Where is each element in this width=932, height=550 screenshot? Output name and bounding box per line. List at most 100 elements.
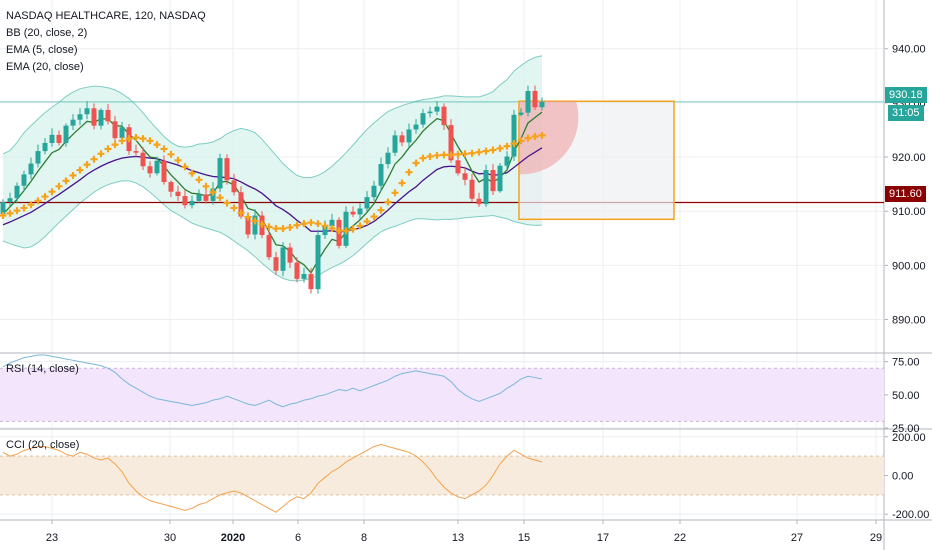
price-tick-label: 900.00: [892, 260, 926, 272]
cross-marker: [538, 131, 546, 139]
candle-body: [203, 194, 209, 201]
cross-marker: [153, 141, 161, 149]
candle-body: [175, 191, 181, 197]
cross-marker: [293, 221, 301, 229]
cci-line: [2, 444, 543, 513]
candle-body: [28, 163, 34, 175]
cross-marker: [104, 145, 112, 153]
cross-marker: [160, 145, 168, 153]
ema-cross-markers: [0, 131, 546, 235]
cross-marker: [132, 134, 140, 142]
cross-marker: [195, 176, 203, 184]
price-tick-label: 920.00: [892, 152, 926, 164]
candle-body: [434, 106, 440, 112]
candle-body: [252, 215, 258, 235]
candle-body: [518, 112, 524, 115]
cross-marker: [356, 222, 364, 230]
candle-body: [294, 262, 300, 279]
time-tick-label: 8: [361, 532, 367, 544]
cross-marker: [286, 223, 294, 231]
candle-body: [140, 152, 146, 167]
cross-marker: [349, 225, 357, 233]
candle-body: [266, 235, 272, 258]
rsi-line: [2, 354, 543, 408]
candle-body: [483, 170, 489, 205]
time-tick-label: 29: [870, 532, 882, 544]
cross-marker: [237, 209, 245, 217]
cross-marker: [272, 225, 280, 233]
candle-body: [49, 134, 55, 143]
cross-marker: [188, 169, 196, 177]
legend-title: NASDAQ HEALTHCARE, 120, NASDAQ: [6, 10, 206, 22]
cross-marker: [384, 198, 392, 206]
cross-marker: [230, 204, 238, 212]
price-tick-label: 890.00: [892, 315, 926, 327]
candle-body: [427, 111, 433, 114]
candle-body: [119, 127, 125, 139]
cross-marker: [433, 151, 441, 159]
candle-body: [441, 106, 447, 126]
level-price-tag: 911.60: [885, 186, 926, 202]
cross-marker: [6, 209, 14, 217]
candle-body: [7, 198, 13, 202]
chart-legend: NASDAQ HEALTHCARE, 120, NASDAQ BB (20, c…: [6, 8, 206, 76]
candle-body: [14, 185, 20, 199]
candle-body: [105, 109, 111, 122]
time-tick-label: 17: [597, 532, 609, 544]
cross-marker: [496, 144, 504, 152]
cross-marker: [69, 171, 77, 179]
candle-body: [0, 201, 6, 214]
cross-marker: [489, 146, 497, 154]
cross-marker: [531, 132, 539, 140]
bb-upper-line: [2, 55, 543, 179]
candle-body: [455, 160, 461, 174]
candle-body: [385, 152, 391, 165]
cross-marker: [265, 223, 273, 231]
time-tick-label: 22: [674, 532, 686, 544]
legend-ema5: EMA (5, close): [6, 44, 78, 56]
candle-body: [224, 158, 230, 181]
bb-fill: [3, 55, 542, 282]
cross-marker: [34, 197, 42, 205]
cross-marker: [440, 151, 448, 159]
cross-marker: [97, 150, 105, 158]
cross-marker: [48, 188, 56, 196]
cross-marker: [62, 177, 70, 185]
candle-body: [21, 174, 27, 186]
cross-marker: [314, 220, 322, 228]
cross-marker: [76, 166, 84, 174]
cci-band: [0, 456, 884, 495]
candle-body: [280, 247, 286, 271]
candle-body: [77, 114, 83, 120]
candle-body: [35, 151, 41, 164]
candle-body: [147, 166, 153, 174]
sector-drawing: [519, 101, 579, 175]
candle-body: [70, 119, 76, 126]
cross-marker: [503, 142, 511, 150]
cross-marker: [13, 207, 21, 215]
cross-marker: [454, 150, 462, 158]
candle-body: [406, 129, 412, 143]
candle-body: [476, 198, 482, 205]
cross-marker: [405, 168, 413, 176]
time-tick-label: 13: [452, 532, 464, 544]
candle-body: [231, 180, 237, 193]
candle-body: [378, 164, 384, 186]
candle-body: [301, 274, 307, 279]
rsi-legend: RSI (14, close): [6, 363, 79, 375]
time-tick-label: 23: [46, 532, 58, 544]
cross-marker: [118, 137, 126, 145]
cross-marker: [111, 141, 119, 149]
time-tick-label: 15: [518, 532, 530, 544]
candle-body: [322, 226, 328, 236]
candle-body: [42, 142, 48, 152]
candle-body: [462, 173, 468, 180]
cross-marker: [370, 213, 378, 221]
candle-body: [539, 101, 545, 108]
candle-body: [525, 90, 531, 113]
cross-marker: [461, 150, 469, 158]
legend-bb: BB (20, close, 2): [6, 27, 88, 39]
cross-marker: [244, 213, 252, 221]
candle-body: [273, 257, 279, 271]
